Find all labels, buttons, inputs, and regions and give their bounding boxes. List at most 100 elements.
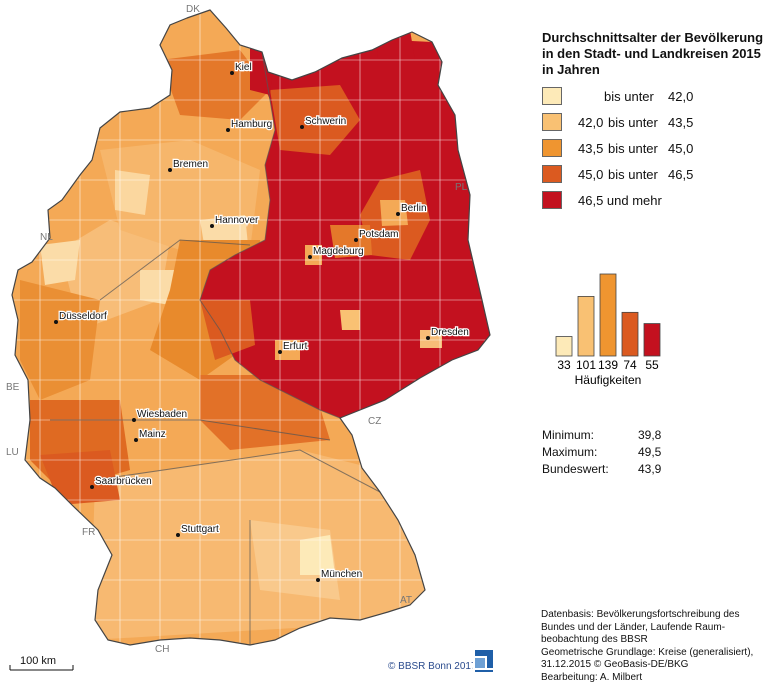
city-label: Schwerin: [305, 116, 346, 127]
city-label: Magdeburg: [313, 246, 364, 257]
legend-text: bis unter: [608, 141, 658, 156]
histogram-bar: [643, 323, 661, 357]
city-label: Dresden: [431, 327, 469, 338]
neighbor-country-label: CH: [155, 644, 169, 655]
title-line: Durchschnittsalter der Bevölkerung: [542, 30, 764, 45]
legend-value: 46,5: [668, 167, 694, 182]
source-line: beobachtung des BBSR: [541, 634, 648, 646]
histogram-tick-label: 74: [623, 358, 637, 372]
city-marker: [90, 485, 94, 489]
histogram-tick-label: 139: [598, 358, 618, 372]
city-marker: [278, 350, 282, 354]
legend-text: bis unter: [608, 115, 658, 130]
histogram-bar: [555, 336, 573, 357]
city-label: Hamburg: [231, 119, 272, 130]
neighbor-country-label: NL: [40, 232, 53, 243]
histogram-bar: [577, 296, 595, 357]
legend-value: 43,5: [668, 115, 694, 130]
stat-value: 49,5: [638, 445, 662, 459]
bbsr-logo-icon: [473, 648, 495, 674]
legend-value: 45,0: [668, 141, 694, 156]
city-label: Saarbrücken: [95, 476, 152, 487]
city-label: Erfurt: [283, 341, 308, 352]
legend-item: 42,0 bis unter 43,5: [542, 112, 762, 138]
source-line: Geometrische Grundlage: Kreise (generali…: [541, 646, 754, 658]
source-line: Datenbasis: Bevölkerungsfortschreibung d…: [541, 609, 740, 620]
city-marker: [210, 224, 214, 228]
source-line: Bundes und der Länder, Laufende Raum-: [541, 621, 726, 633]
statistics: Minimum: 39,8 Maximum: 49,5 Bundeswert: …: [542, 428, 722, 479]
title-line: in den Stadt- und Landkreisen 2015: [542, 46, 761, 61]
histogram-caption: Häufigkeiten: [575, 373, 642, 387]
legend-swatch: [542, 165, 562, 183]
city-marker: [316, 578, 320, 582]
city-label: Hannover: [215, 215, 259, 226]
source-line: 31.12.2015 © GeoBasis-DE/BKG: [541, 659, 689, 671]
legend-item: 46,5 und mehr: [542, 190, 762, 216]
city-marker: [168, 168, 172, 172]
legend: bis unter 42,0 42,0 bis unter 43,5 43,5 …: [542, 86, 762, 216]
city-marker: [226, 128, 230, 132]
stat-value: 39,8: [638, 428, 662, 442]
city-marker: [354, 238, 358, 242]
title-line: in Jahren: [542, 62, 600, 77]
legend-value: 43,5: [578, 141, 604, 156]
legend-value: 42,0: [578, 115, 604, 130]
stat-label: Maximum:: [542, 445, 598, 459]
legend-item: 45,0 bis unter 46,5: [542, 164, 762, 190]
city-marker: [308, 255, 312, 259]
city-marker: [132, 418, 136, 422]
source-line: Bearbeitung: A. Milbert: [541, 671, 643, 683]
histogram-tick-label: 101: [576, 358, 596, 372]
city-marker: [300, 125, 304, 129]
city-marker: [230, 71, 234, 75]
stat-row: Minimum: 39,8: [542, 428, 722, 445]
legend-item: 43,5 bis unter 45,0: [542, 138, 762, 164]
neighbor-country-label: LU: [6, 447, 19, 458]
legend-text: bis unter: [604, 89, 654, 104]
city-marker: [396, 212, 400, 216]
neighbor-country-label: DK: [186, 4, 200, 15]
city-label: München: [321, 569, 362, 580]
neighbor-country-label: PL: [455, 182, 468, 193]
city-label: Kiel: [235, 62, 252, 73]
city-label: Stuttgart: [181, 524, 219, 535]
legend-swatch: [542, 113, 562, 131]
city-label: Potsdam: [359, 229, 398, 240]
city-marker: [426, 336, 430, 340]
neighbor-country-label: BE: [6, 382, 20, 393]
copyright: © BBSR Bonn 2017: [388, 661, 477, 672]
city-label: Berlin: [401, 203, 427, 214]
scale-bar: [9, 665, 74, 671]
city-label: Wiesbaden: [137, 409, 187, 420]
city-label: Bremen: [173, 159, 208, 170]
histogram-tick-label: 55: [645, 358, 659, 372]
scale-label: 100 km: [20, 655, 57, 667]
histogram-bar: [621, 311, 639, 357]
germany-outline: [11, 9, 491, 646]
city-marker: [176, 533, 180, 537]
legend-swatch: [542, 191, 562, 209]
neighbor-country-label: CZ: [368, 416, 381, 427]
neighbor-country-label: FR: [82, 527, 95, 538]
legend-swatch: [542, 87, 562, 105]
histogram-bar: [599, 273, 617, 357]
legend-value: 45,0: [578, 167, 604, 182]
stat-value: 43,9: [638, 462, 662, 476]
legend-item: bis unter 42,0: [542, 86, 762, 112]
stat-label: Bundeswert:: [542, 462, 609, 476]
histogram-tick-label: 33: [557, 358, 571, 372]
neighbor-country-label: AT: [400, 595, 412, 606]
legend-text: bis unter: [608, 167, 658, 182]
legend-value: 46,5 und mehr: [578, 193, 662, 208]
city-label: Düsseldorf: [59, 311, 107, 322]
legend-value: 42,0: [668, 89, 694, 104]
city-marker: [54, 320, 58, 324]
stat-row: Bundeswert: 43,9: [542, 462, 722, 479]
legend-swatch: [542, 139, 562, 157]
city-marker: [134, 438, 138, 442]
stat-row: Maximum: 49,5: [542, 445, 722, 462]
map-title: Durchschnittsalter der Bevölkerung in de…: [542, 30, 767, 78]
stat-label: Minimum:: [542, 428, 595, 442]
